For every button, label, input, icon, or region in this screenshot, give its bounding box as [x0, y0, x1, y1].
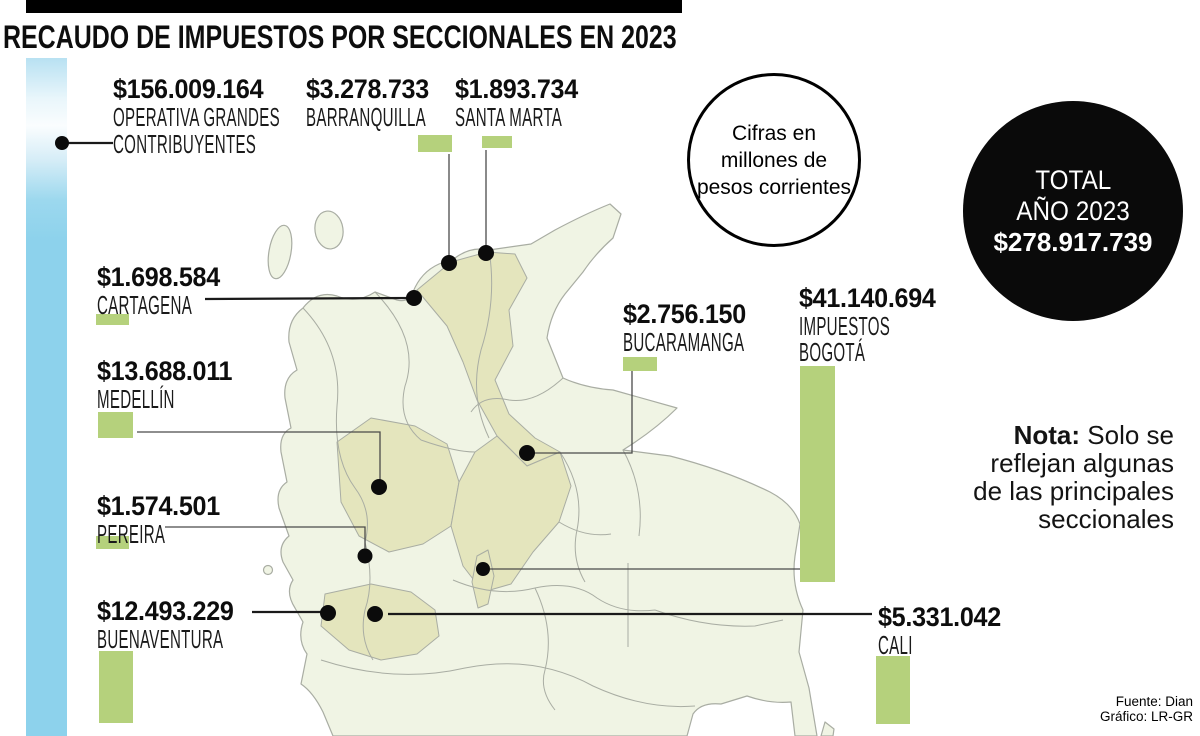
bar-cali	[876, 656, 910, 724]
label-buenaventura: $12.493.229 BUENAVENTURA	[97, 597, 315, 653]
value-bogota: $41.140.694	[799, 283, 936, 313]
map-highlight-valle	[320, 583, 440, 661]
name-buenaventura: BUENAVENTURA	[97, 624, 224, 654]
island-icon	[262, 564, 274, 576]
label-operativa: $156.009.164 OPERATIVA GRANDES CONTRIBUY…	[113, 75, 401, 158]
unit-note-circle: Cifras en millones de pesos corrientes	[687, 73, 861, 247]
value-operativa: $156.009.164	[113, 74, 264, 104]
colombia-map-svg	[262, 203, 835, 736]
label-pereira: $1.574.501 PEREIRA	[97, 492, 229, 548]
name-cartagena: CARTAGENA	[97, 290, 193, 320]
bar-buenaventura	[99, 651, 133, 723]
unit-note-line1: Cifras en	[731, 121, 816, 145]
label-barranquilla: $3.278.733 BARRANQUILLA	[306, 75, 513, 131]
label-bucaramanga: $2.756.150 BUCARAMANGA	[623, 300, 832, 356]
page-title: RECAUDO DE IMPUESTOS POR SECCIONALES EN …	[3, 19, 677, 55]
name-bogota-1: IMPUESTOS	[799, 311, 891, 341]
island-icon	[314, 210, 344, 250]
nota-line3: de las principales	[973, 476, 1174, 506]
colombia-map	[225, 190, 840, 736]
nota-bold: Nota:	[1013, 420, 1081, 450]
label-cartagena: $1.698.584 CARTAGENA	[97, 263, 261, 319]
source-credit: Fuente: Dian Gráfico: LR-GR	[1100, 694, 1193, 724]
unit-note-line3: pesos corrientes	[696, 175, 852, 199]
value-cali: $5.331.042	[878, 602, 1001, 632]
bar-bogota	[800, 366, 835, 582]
bar-pereira	[96, 536, 129, 549]
total-line2: AÑO 2023	[1016, 195, 1130, 226]
title-accent-bar	[26, 0, 682, 13]
value-barranquilla: $3.278.733	[306, 74, 429, 104]
name-bucaramanga: BUCARAMANGA	[623, 327, 745, 357]
source-line1: Fuente: Dian	[1115, 694, 1193, 709]
bar-medellin	[98, 412, 133, 438]
name-pereira: PEREIRA	[97, 519, 166, 549]
name-medellin: MEDELLÍN	[97, 384, 175, 414]
unit-note-line2: millones de	[720, 148, 828, 172]
value-medellin: $13.688.011	[97, 356, 233, 386]
island-icon	[267, 224, 293, 280]
label-medellin: $13.688.011 MEDELLÍN	[97, 357, 242, 413]
value-bucaramanga: $2.756.150	[623, 299, 746, 329]
name-bogota-2: BOGOTÁ	[799, 337, 866, 367]
total-circle: TOTAL AÑO 2023 $278.917.739	[963, 101, 1183, 321]
label-bogota: $41.140.694 IMPUESTOS BOGOTÁ	[799, 283, 956, 367]
value-santa-marta: $1.893.734	[455, 74, 578, 104]
bar-bucaramanga	[623, 357, 657, 371]
name-santa-marta: SANTA MARTA	[455, 102, 563, 132]
label-santa-marta: $1.893.734 SANTA MARTA	[455, 75, 640, 131]
nota-line4: seccionales	[1038, 504, 1174, 534]
total-line1: TOTAL	[1034, 164, 1112, 195]
value-buenaventura: $12.493.229	[97, 596, 234, 626]
value-cartagena: $1.698.584	[97, 262, 220, 292]
unit-note-text: Cifras en millones de pesos corrientes	[697, 120, 851, 201]
name-cali: CALI	[878, 630, 913, 660]
source-line2: Gráfico: LR-GR	[1099, 709, 1193, 724]
bar-barranquilla	[418, 135, 452, 152]
bar-operativa-grandes-contribuyentes	[26, 58, 67, 736]
nota-text: Nota: Solo se reflejan algunas de las pr…	[834, 421, 1174, 533]
nota-line2: reflejan algunas	[990, 448, 1174, 478]
name-operativa-2: CONTRIBUYENTES	[113, 129, 257, 159]
name-barranquilla: BARRANQUILLA	[306, 102, 426, 132]
bar-cartagena	[96, 314, 129, 325]
map-highlight-caribbean	[416, 251, 561, 467]
nota-line1: Solo se	[1080, 420, 1174, 450]
map-fragment-southeast	[820, 721, 835, 736]
label-cali: $5.331.042 CALI	[878, 603, 1010, 659]
value-pereira: $1.574.501	[97, 491, 220, 521]
total-value: $278.917.739	[993, 226, 1153, 257]
bar-santa-marta	[482, 136, 512, 148]
name-operativa-1: OPERATIVA GRANDES	[113, 102, 280, 132]
